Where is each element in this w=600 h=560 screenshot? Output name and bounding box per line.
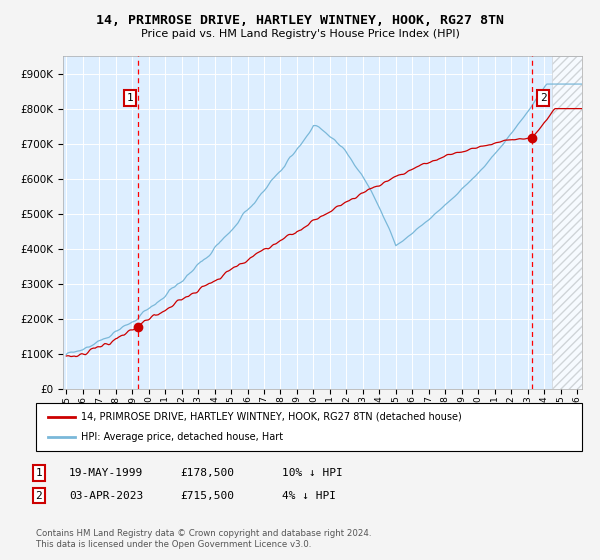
Text: 2: 2 [35, 491, 43, 501]
Bar [553, 56, 585, 389]
Text: Contains HM Land Registry data © Crown copyright and database right 2024.
This d: Contains HM Land Registry data © Crown c… [36, 529, 371, 549]
Bar [553, 56, 585, 389]
Text: 2: 2 [540, 93, 547, 103]
Text: HPI: Average price, detached house, Hart: HPI: Average price, detached house, Hart [81, 432, 283, 442]
Text: 4% ↓ HPI: 4% ↓ HPI [282, 491, 336, 501]
Text: 14, PRIMROSE DRIVE, HARTLEY WINTNEY, HOOK, RG27 8TN: 14, PRIMROSE DRIVE, HARTLEY WINTNEY, HOO… [96, 14, 504, 27]
Text: 1: 1 [127, 93, 133, 103]
Text: 1: 1 [35, 468, 43, 478]
Text: Price paid vs. HM Land Registry's House Price Index (HPI): Price paid vs. HM Land Registry's House … [140, 29, 460, 39]
Text: 03-APR-2023: 03-APR-2023 [69, 491, 143, 501]
Text: 10% ↓ HPI: 10% ↓ HPI [282, 468, 343, 478]
Text: 14, PRIMROSE DRIVE, HARTLEY WINTNEY, HOOK, RG27 8TN (detached house): 14, PRIMROSE DRIVE, HARTLEY WINTNEY, HOO… [81, 412, 462, 422]
Text: £715,500: £715,500 [180, 491, 234, 501]
Text: £178,500: £178,500 [180, 468, 234, 478]
Text: 19-MAY-1999: 19-MAY-1999 [69, 468, 143, 478]
